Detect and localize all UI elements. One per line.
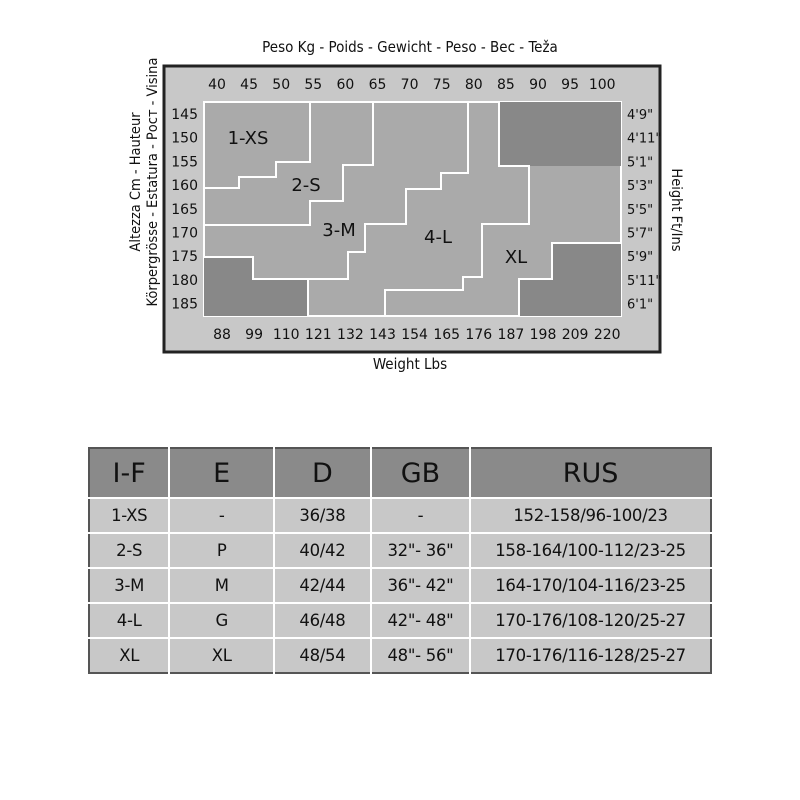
size-conversion-table: I-F E D GB RUS 1-XS -36/38-152-158/96-100/23 2… [88,447,712,674]
kg-tick-label: 80 [465,77,483,93]
lbs-tick-label: 187 [498,327,525,343]
cm-tick-label: 170 [171,226,198,242]
table-cell: 164-170/104-116/23-25 [470,567,711,603]
boundary-xl-dark [518,242,621,316]
table-cell: 42"- 48" [370,602,472,638]
table-cell: P [169,532,276,568]
region-label: 4-L [424,227,452,248]
cm-tick-label: 180 [171,273,198,289]
table-cell: 4-L [89,602,171,638]
region-label: XL [505,247,527,268]
kg-tick-label: 40 [208,77,226,93]
excluded-region-bottom-right [519,243,621,316]
table-cell: 1-XS [89,497,171,533]
column-header: RUS [470,448,711,498]
kg-tick-label: 65 [369,77,387,93]
boundary-xs-s [204,102,311,189]
lbs-tick-label: 198 [530,327,557,343]
ft-tick-label: 4'9" [627,108,653,123]
region-label: 2-S [291,175,320,196]
boundary-s-m [204,102,374,226]
boundary-m-l [308,102,469,280]
table-cell: 32"- 36" [370,532,472,568]
lbs-tick-label: 88 [213,327,231,343]
table-row: XL XL 48/54 48"- 56" 170-176/116-128/25-27 [89,637,711,673]
ft-tick-label: 5'7" [627,227,653,242]
region-label: 1-XS [228,128,269,149]
cm-tick-label: 185 [171,297,198,313]
table-cell: - [370,497,472,533]
table-cell: XL [169,637,276,673]
table-cell: 36"- 42" [370,567,472,603]
kg-tick-label: 70 [401,77,419,93]
table-cell: 48/54 [274,637,372,673]
table-cell: G [169,602,276,638]
kg-tick-label: 100 [589,77,616,93]
lbs-tick-label: 209 [562,327,589,343]
table-cell: 40/42 [274,532,372,568]
table-row: 3-M M 42/44 36"- 42" 164-170/104-116/23-25 [89,567,711,603]
ft-tick-label: 5'5" [627,203,653,218]
excluded-region-top-right [499,102,621,166]
table-cell: 36/38 [274,497,372,533]
lbs-tick-label: 220 [594,327,621,343]
table-cell: 170-176/108-120/25-27 [470,602,711,638]
ft-tick-label: 4'11" [627,132,661,147]
ft-tick-label: 5'9" [627,250,653,265]
table-row: 1-XS -36/38-152-158/96-100/23 [89,497,711,533]
cm-tick-label: 175 [171,249,198,265]
table-cell: - [169,497,276,533]
ft-tick-label: 6'1" [627,298,653,313]
lbs-tick-label: 143 [369,327,396,343]
table-cell: 158-164/100-112/23-25 [470,532,711,568]
table-cell: 2-S [89,532,171,568]
column-header: D [274,448,372,498]
cm-tick-label: 155 [171,154,198,170]
kg-tick-label: 55 [304,77,322,93]
cm-tick-label: 160 [171,178,198,194]
kg-tick-label: 85 [497,77,515,93]
kg-tick-label: 60 [336,77,354,93]
cm-tick-label: 165 [171,202,198,218]
size-chart: 1-XS 2-S 3-M 4-L XL 40 45 50 55 60 65 70 75 80 85… [162,64,662,354]
table-cell: M [169,567,276,603]
table-cell: 46/48 [274,602,372,638]
table-cell: 3-M [89,567,171,603]
excluded-region-bottom-left [204,257,308,316]
column-header: E [169,448,276,498]
weight-lbs-title: Weight Lbs [372,355,448,373]
column-header: I-F [89,448,171,498]
table-cell: 170-176/116-128/25-27 [470,637,711,673]
cm-tick-label: 145 [171,107,198,123]
boundary-m-dark [204,256,309,316]
lbs-tick-label: 176 [465,327,492,343]
kg-tick-label: 75 [433,77,451,93]
table-header-row: I-F E D GB RUS [89,448,711,498]
ft-tick-label: 5'3" [627,179,653,194]
ft-tick-label: 5'11" [627,274,661,289]
table-cell: XL [89,637,171,673]
kg-tick-label: 45 [240,77,258,93]
table-cell: 42/44 [274,567,372,603]
table-cell: 152-158/96-100/23 [470,497,711,533]
kg-tick-label: 50 [272,77,290,93]
cm-tick-label: 150 [171,131,198,147]
lbs-tick-label: 110 [273,327,300,343]
ft-tick-label: 5'1" [627,155,653,170]
kg-tick-label: 95 [561,77,579,93]
lbs-tick-label: 121 [305,327,332,343]
boundary-l-xl [384,102,530,316]
column-header: GB [370,448,472,498]
table-cell: 48"- 56" [370,637,472,673]
lbs-tick-label: 165 [433,327,460,343]
lbs-tick-label: 132 [337,327,364,343]
kg-tick-label: 90 [529,77,547,93]
lbs-tick-label: 154 [401,327,428,343]
region-label: 3-M [322,220,355,241]
table-row: 2-S P 40/42 32"- 36" 158-164/100-112/23-25 [89,532,711,568]
table-row: 4-L G 46/48 42"- 48" 170-176/108-120/25-27 [89,602,711,638]
lbs-tick-label: 99 [245,327,263,343]
weight-kg-title: Peso Kg - Poids - Gewicht - Peso - Вес -… [262,38,558,56]
